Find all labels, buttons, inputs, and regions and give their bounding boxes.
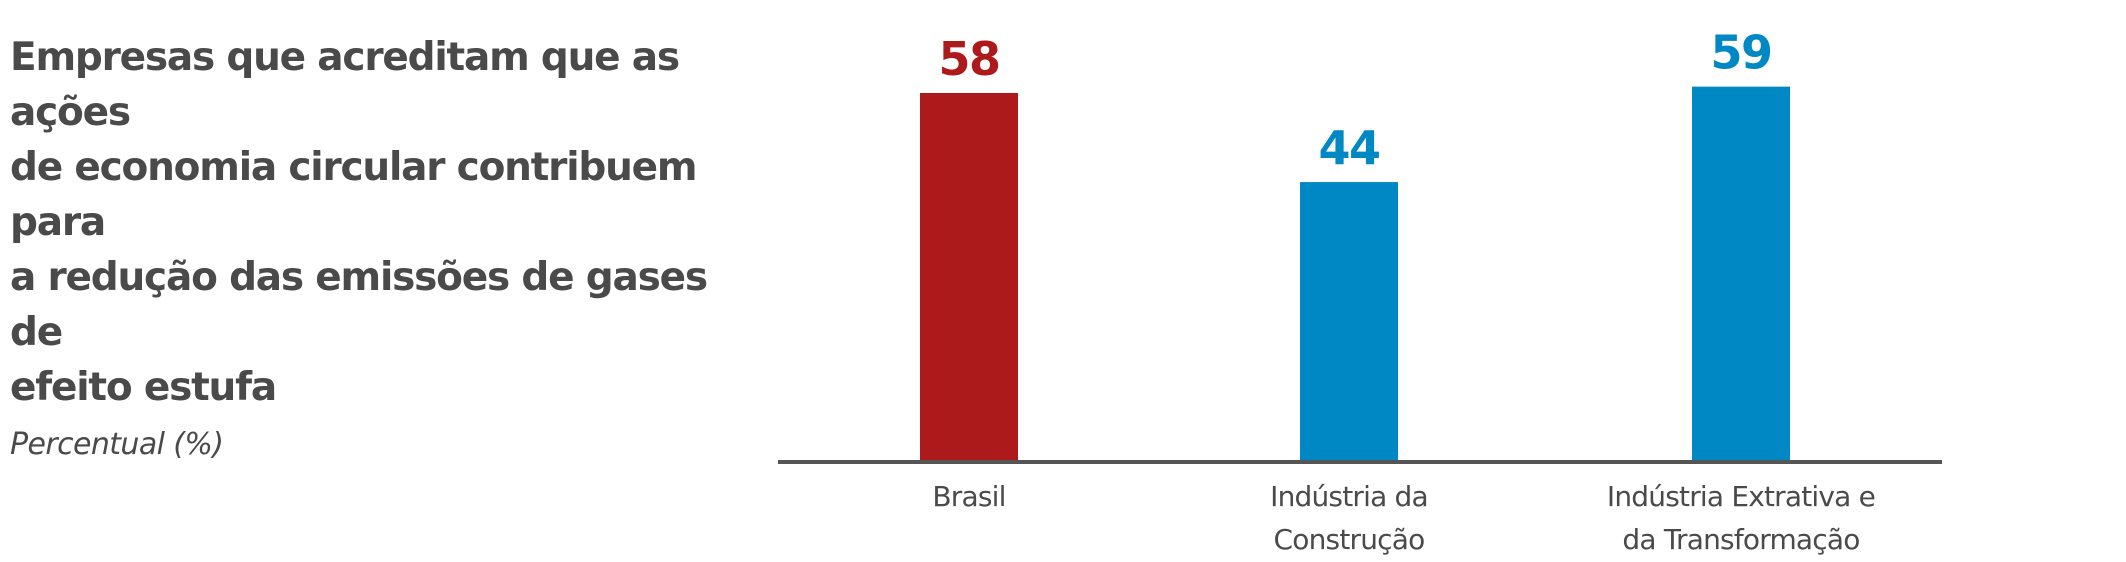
chart-title-line: de economia circular contribuem para xyxy=(10,145,698,245)
category-label: Construção xyxy=(1274,523,1425,556)
chart-title-line: efeito estufa xyxy=(10,365,277,410)
chart-title-line: Empresas que acreditam que as ações xyxy=(10,35,680,135)
chart-title: Empresas que acreditam que as ações de e… xyxy=(10,30,730,415)
bar xyxy=(920,93,1018,462)
category-label: Indústria Extrativa e xyxy=(1607,480,1875,513)
bar xyxy=(1300,182,1398,462)
data-label: 44 xyxy=(1318,121,1379,175)
category-label: Brasil xyxy=(932,480,1005,513)
chart-title-line: a redução das emissões de gases de xyxy=(10,255,708,355)
title-block: Empresas que acreditam que as ações de e… xyxy=(10,30,730,467)
chart-subtitle: Percentual (%) xyxy=(10,427,224,462)
bar xyxy=(1692,86,1790,462)
category-label: da Transformação xyxy=(1622,523,1859,556)
data-label: 59 xyxy=(1710,26,1771,80)
category-label: Indústria da xyxy=(1270,480,1428,513)
data-label: 58 xyxy=(938,32,999,86)
